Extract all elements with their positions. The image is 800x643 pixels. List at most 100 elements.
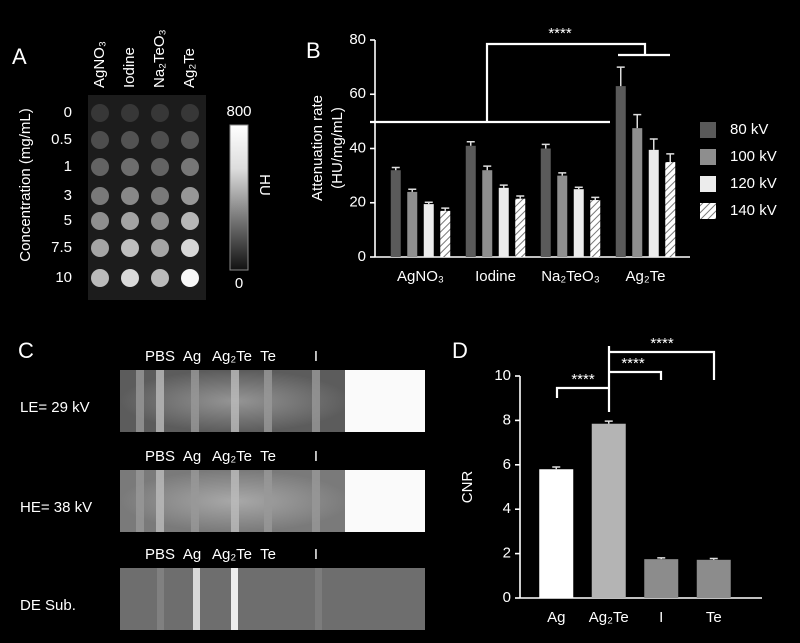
phantom-well: [151, 158, 169, 176]
error-bar: [424, 201, 433, 205]
error-bar: [558, 172, 567, 176]
xray-lane: [136, 370, 144, 432]
phantom-well: [91, 131, 109, 149]
bar: [423, 204, 434, 257]
phantom-well: [91, 239, 109, 257]
xray-lane: [156, 370, 164, 432]
xray-lane: [157, 568, 164, 630]
colorbar-max: 800: [226, 103, 251, 120]
xray-bright: [345, 370, 425, 432]
phantom-well: [151, 131, 169, 149]
lane-label: Ag: [183, 348, 201, 365]
bar: [590, 200, 601, 257]
y-axis-label: (HU/mg/mL): [329, 107, 346, 189]
lane-label: I: [314, 348, 318, 365]
phantom-well: [181, 187, 199, 205]
x-tick-label: AgNO₃: [397, 268, 444, 285]
y-axis-label: Concentration (mg/mL): [17, 108, 34, 261]
bar: [407, 191, 418, 257]
row-label: HE= 38 kV: [20, 499, 92, 516]
xray-bright: [345, 470, 425, 532]
error-bar: [499, 184, 508, 188]
phantom-well: [181, 269, 199, 287]
row-label: 0: [64, 104, 72, 121]
error-bar: [541, 143, 550, 149]
row-label: 5: [64, 212, 72, 229]
bar: [498, 187, 509, 257]
y-tick-label: 80: [349, 31, 366, 48]
lane-label: I: [314, 448, 318, 465]
error-bar: [391, 166, 400, 171]
phantom-well: [91, 158, 109, 176]
error-bar: [709, 557, 718, 560]
x-tick-label: Iodine: [475, 268, 516, 285]
bar: [515, 198, 526, 257]
legend-label: 120 kV: [730, 175, 777, 192]
x-tick-label: Ag: [547, 609, 565, 626]
phantom-well: [151, 187, 169, 205]
bar: [648, 149, 659, 257]
bar: [644, 559, 679, 598]
error-bar: [633, 113, 642, 129]
row-label: 10: [55, 269, 72, 286]
column-label: Na₂TeO₃: [151, 29, 168, 88]
lane-label: Te: [260, 546, 276, 563]
bar: [573, 189, 584, 257]
panel-letter: B: [306, 38, 321, 63]
legend-swatch: [700, 176, 716, 192]
x-tick-label: Ag₂Te: [589, 609, 629, 626]
phantom-well: [181, 158, 199, 176]
lane-label: Ag₂Te: [212, 448, 252, 465]
colorbar-label: HU: [256, 174, 273, 196]
error-bar: [591, 196, 600, 201]
phantom-well: [91, 212, 109, 230]
annotation: ****: [571, 371, 595, 388]
y-tick-label: 20: [349, 194, 366, 211]
lane-label: Ag: [183, 546, 201, 563]
xray-lane: [231, 568, 238, 630]
bar: [696, 559, 731, 598]
phantom-well: [121, 269, 139, 287]
lane-label: PBS: [145, 448, 175, 465]
lane-label: Ag: [183, 448, 201, 465]
x-tick-label: Ag₂Te: [625, 268, 665, 285]
row-label: DE Sub.: [20, 597, 76, 614]
xray-lane: [264, 370, 272, 432]
bar: [539, 469, 574, 598]
phantom-well: [91, 269, 109, 287]
row-label: LE= 29 kV: [20, 399, 90, 416]
error-bar: [516, 195, 525, 199]
lane-label: Ag₂Te: [212, 546, 252, 563]
bar: [465, 145, 476, 257]
xray-lane: [312, 370, 320, 432]
xray-strip: [120, 568, 425, 630]
legend-swatch: [700, 203, 716, 219]
phantom-well: [91, 187, 109, 205]
error-bar: [552, 466, 561, 470]
column-label: Iodine: [121, 47, 138, 88]
column-label: Ag₂Te: [181, 48, 198, 88]
y-tick-label: 40: [349, 139, 366, 156]
xray-lane: [156, 470, 164, 532]
lane-label: Te: [260, 448, 276, 465]
phantom-well: [151, 212, 169, 230]
phantom-well: [151, 239, 169, 257]
phantom-well: [181, 104, 199, 122]
annotation: ****: [621, 355, 645, 372]
bar: [390, 170, 401, 257]
x-tick-label: I: [659, 609, 663, 626]
lane-label: PBS: [145, 348, 175, 365]
phantom-well: [121, 131, 139, 149]
bar: [440, 210, 451, 257]
bar: [591, 423, 626, 598]
panel-letter: A: [12, 44, 27, 69]
significance-bracket: [370, 42, 670, 124]
xray-lane: [264, 470, 272, 532]
xray-lane: [312, 470, 320, 532]
xray-lane: [231, 470, 239, 532]
significance-bracket: [555, 346, 716, 412]
xray-lane: [315, 568, 322, 630]
phantom-well: [91, 104, 109, 122]
column-label: AgNO₃: [91, 41, 108, 88]
